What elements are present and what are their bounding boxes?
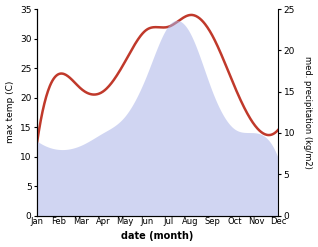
X-axis label: date (month): date (month) [121, 231, 194, 242]
Y-axis label: max temp (C): max temp (C) [5, 81, 15, 144]
Y-axis label: med. precipitation (kg/m2): med. precipitation (kg/m2) [303, 56, 313, 169]
